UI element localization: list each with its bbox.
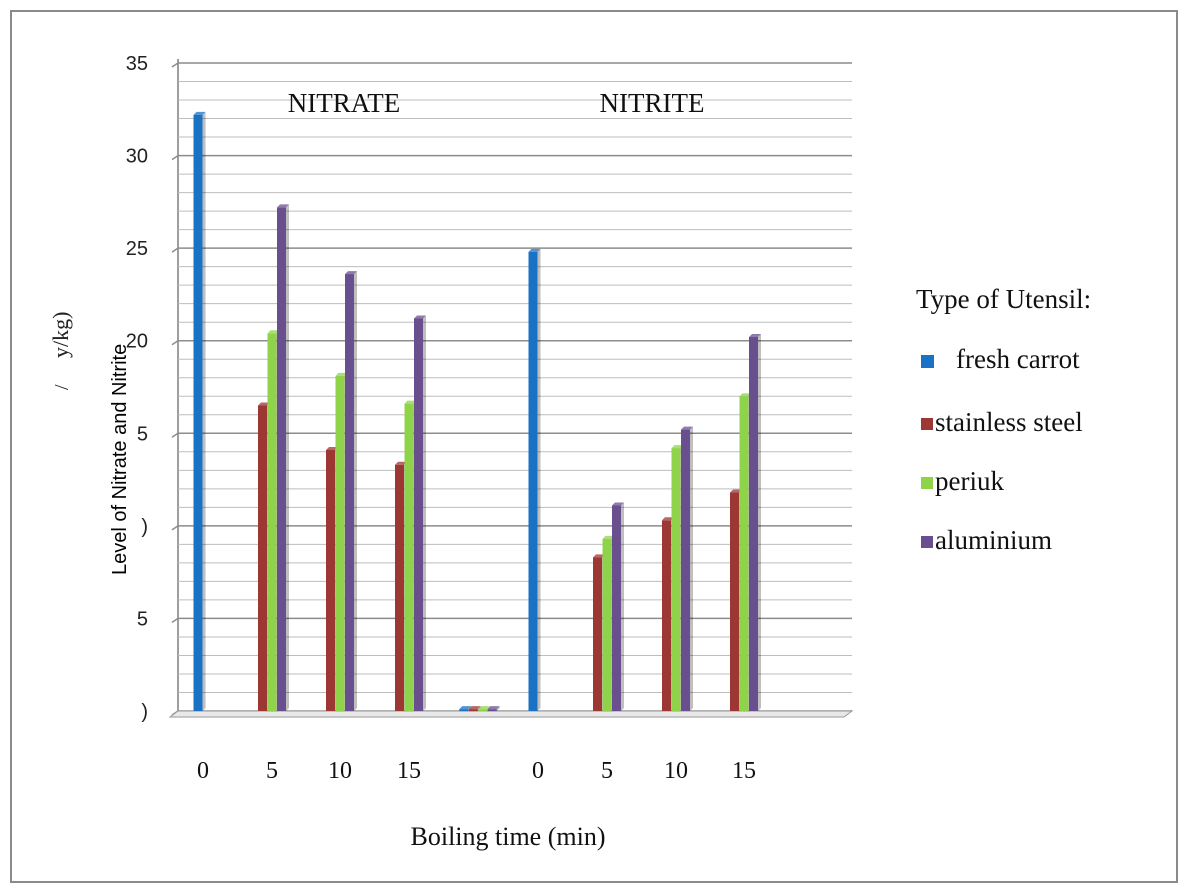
x-tick-label: 5 <box>266 758 278 784</box>
bar-top <box>277 204 289 208</box>
legend-swatch <box>921 536 933 548</box>
bar-top <box>345 271 357 275</box>
bar <box>414 318 423 711</box>
y-tick-mark <box>171 62 179 68</box>
bar <box>730 492 739 711</box>
legend-swatch <box>921 477 933 489</box>
bar-side <box>758 334 761 711</box>
y-tick-mark <box>171 617 179 624</box>
bar <box>612 505 621 711</box>
bar <box>258 405 267 711</box>
y-axis-title: Level of Nitrate and Nitrite <box>109 344 131 575</box>
bar <box>671 448 681 711</box>
bar-side <box>354 271 357 711</box>
bar-top <box>612 502 624 506</box>
bar <box>528 251 538 712</box>
bar <box>749 337 758 711</box>
bar-top <box>478 706 491 710</box>
bar-top <box>404 400 417 404</box>
bar <box>404 403 414 711</box>
bar-side <box>423 315 426 711</box>
x-tick-label: 0 <box>532 758 544 784</box>
legend-label: fresh carrot <box>956 344 1080 374</box>
bar-top <box>749 334 761 338</box>
y-tick-label: 5 <box>137 608 148 630</box>
bar-top <box>681 426 693 430</box>
bar-top <box>487 706 500 710</box>
legend-label: periuk <box>935 466 1004 496</box>
bar-top <box>730 489 742 493</box>
bar-top <box>593 554 605 558</box>
bar-top <box>193 111 206 115</box>
y-tick-label: ) <box>141 516 148 538</box>
y-tick-label: 20 <box>126 331 148 353</box>
bar <box>326 449 335 711</box>
bar <box>662 520 671 711</box>
x-tick-label: 15 <box>397 758 421 784</box>
bar-top <box>335 372 348 376</box>
x-tick-label: 10 <box>664 758 688 784</box>
y-tick-label: 35 <box>126 53 148 75</box>
x-axis-title: Boiling time (min) <box>411 822 606 851</box>
bar-top <box>528 248 541 252</box>
bar <box>593 557 602 711</box>
bar-side <box>690 426 693 711</box>
bar-side <box>621 502 624 711</box>
bar <box>277 207 286 711</box>
y-tick-label: ) <box>141 701 148 723</box>
y-axis-title-fragment: y/kg) <box>48 312 73 358</box>
bar <box>739 396 749 711</box>
bar <box>395 464 404 711</box>
bar <box>459 709 469 712</box>
chart-floor <box>168 710 854 718</box>
y-axis-title-fragment: / <box>51 384 73 390</box>
x-tick-label: 15 <box>732 758 756 784</box>
y-tick-mark <box>171 154 179 161</box>
group-label-nitrite: NITRITE <box>600 88 705 118</box>
bar <box>193 114 203 712</box>
x-tick-label: 10 <box>328 758 352 784</box>
y-tick-mark <box>171 247 179 253</box>
x-tick-label: 0 <box>197 758 209 784</box>
y-tick-mark <box>171 340 179 346</box>
bar <box>478 709 488 712</box>
bar <box>335 375 345 711</box>
bar <box>345 274 354 711</box>
y-tick-label: 5 <box>137 423 148 445</box>
y-tick-mark <box>171 432 179 438</box>
bar-top <box>414 315 426 319</box>
bar-side <box>202 111 206 712</box>
bar <box>602 538 612 711</box>
bar <box>681 429 690 711</box>
legend-swatch <box>921 418 933 430</box>
bar-top <box>671 445 684 449</box>
bar-top <box>267 330 280 334</box>
bar-top <box>739 393 752 397</box>
bar-top <box>326 446 338 450</box>
bar <box>468 709 478 712</box>
bar <box>267 333 277 711</box>
y-tick-label: 25 <box>126 238 148 260</box>
bar-side <box>496 706 500 711</box>
bar-top <box>468 706 481 710</box>
legend-label: aluminium <box>935 525 1052 555</box>
group-label-nitrate: NITRATE <box>288 88 400 118</box>
legend-label: stainless steel <box>935 407 1083 437</box>
x-tick-label: 5 <box>601 758 613 784</box>
bar-top <box>395 461 407 465</box>
bar <box>487 709 497 712</box>
bar-top <box>258 402 270 406</box>
legend-swatch <box>921 355 934 368</box>
bar-side <box>537 248 541 712</box>
y-tick-mark <box>171 525 179 531</box>
legend-title: Type of Utensil: <box>916 284 1091 314</box>
y-tick-label: 30 <box>126 146 148 168</box>
bar-top <box>602 535 615 539</box>
bar-top <box>662 517 674 521</box>
bar-side <box>286 204 289 711</box>
bar-top <box>459 706 472 710</box>
